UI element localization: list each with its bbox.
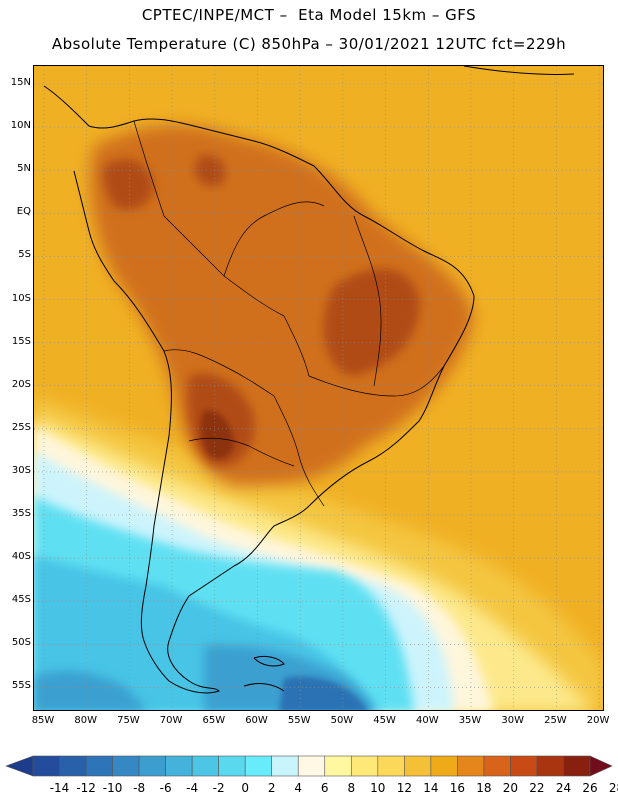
- map-panel: [33, 65, 604, 711]
- colorbar-label: 6: [320, 781, 329, 795]
- colorbar-label: 28: [608, 781, 618, 795]
- colorbar-label: 18: [476, 781, 492, 795]
- colorbar-cell: [324, 755, 352, 777]
- latitude-label: 10N: [10, 120, 31, 132]
- longitude-label: 45W: [373, 715, 396, 726]
- longitude-label: 55W: [287, 715, 311, 726]
- longitude-label: 20W: [586, 715, 610, 726]
- colorbar-cell: [404, 755, 432, 777]
- latitude-label: 50S: [11, 637, 31, 649]
- colorbar-cell: [510, 755, 538, 777]
- colorbar-label: 12: [396, 781, 412, 795]
- colorbar-cell: [377, 755, 405, 777]
- longitude-label: 30W: [501, 715, 524, 726]
- longitude-label: 35W: [458, 715, 482, 726]
- colorbar-arrow-right: [589, 755, 613, 777]
- colorbar-label: -12: [76, 781, 96, 795]
- longitude-label: 75W: [117, 715, 140, 726]
- coastlines: [43, 66, 575, 694]
- colorbar-label: 4: [294, 781, 303, 795]
- colorbar-label: 22: [529, 781, 545, 795]
- colorbar-label: 10: [370, 781, 386, 795]
- country-borders: [133, 120, 445, 507]
- latitude-label: 15N: [10, 77, 31, 88]
- colorbar-label: 24: [555, 781, 572, 795]
- colorbar-label: 14: [423, 781, 439, 795]
- colorbar-label: -14: [49, 781, 70, 795]
- colorbar-cell: [457, 755, 485, 777]
- colorbar-cell: [32, 755, 60, 777]
- colorbar-cell: [483, 755, 511, 777]
- colorbar-cell: [191, 755, 219, 777]
- colorbar-label: 20: [502, 781, 519, 795]
- latitude-label: 35S: [11, 508, 31, 519]
- chart-title: CPTEC/INPE/MCT – Eta Model 15km – GFS: [141, 6, 477, 24]
- colorbar-cell: [112, 755, 140, 777]
- colorbar: [5, 755, 613, 777]
- longitude-label: 70W: [159, 715, 183, 726]
- longitude-label: 25W: [544, 715, 567, 726]
- colorbar-label: 0: [241, 781, 250, 795]
- colorbar-cell: [430, 755, 458, 777]
- latitude-label: 10S: [11, 292, 31, 304]
- latitude-label: 5S: [18, 249, 31, 261]
- latitude-label: 15S: [11, 335, 31, 347]
- longitude-label: 50W: [330, 715, 354, 726]
- colorbar-label: 2: [267, 781, 276, 795]
- colorbar-label: -2: [212, 781, 225, 795]
- chart-subtitle: Absolute Temperature (C) 850hPa – 30/01/…: [51, 35, 567, 53]
- latitude-label: 25S: [11, 421, 31, 433]
- longitude-label: 80W: [74, 715, 97, 726]
- colorbar-cell: [138, 755, 166, 777]
- temperature-map: [34, 66, 603, 710]
- longitude-label: 85W: [31, 715, 55, 726]
- longitude-label: 40W: [415, 715, 439, 726]
- longitude-label: 60W: [245, 715, 268, 726]
- colorbar-label: -10: [102, 781, 123, 795]
- longitude-label: 65W: [202, 715, 226, 726]
- colorbar-label: 8: [347, 781, 356, 795]
- colorbar-cell: [536, 755, 564, 777]
- colorbar-label: -8: [133, 781, 146, 795]
- latitude-label: 20S: [11, 378, 31, 390]
- colorbar-cell: [244, 755, 273, 777]
- colorbar-cell: [218, 755, 246, 777]
- colorbar-label: 26: [582, 781, 598, 795]
- latitude-label: 40S: [11, 551, 31, 563]
- latitude-label: 45S: [11, 594, 31, 606]
- colorbar-cell: [85, 755, 113, 777]
- cold-southern-field: [34, 396, 603, 710]
- latitude-label: 5N: [17, 163, 31, 175]
- colorbar-cell: [271, 755, 299, 777]
- latitude-label: 30S: [11, 464, 31, 476]
- colorbar-cell: [563, 755, 591, 777]
- latitude-label: 55S: [11, 680, 31, 692]
- colorbar-label: -4: [186, 781, 199, 795]
- latitude-label: EQ: [16, 206, 31, 218]
- colorbar-cell: [350, 755, 379, 777]
- hot-land-field: [90, 125, 474, 486]
- colorbar-cell: [59, 755, 87, 777]
- colorbar-label: 16: [449, 781, 466, 795]
- colorbar-cell: [297, 755, 326, 777]
- colorbar-arrow-left: [5, 755, 34, 777]
- colorbar-label: -6: [159, 781, 172, 795]
- colorbar-cell: [165, 755, 193, 777]
